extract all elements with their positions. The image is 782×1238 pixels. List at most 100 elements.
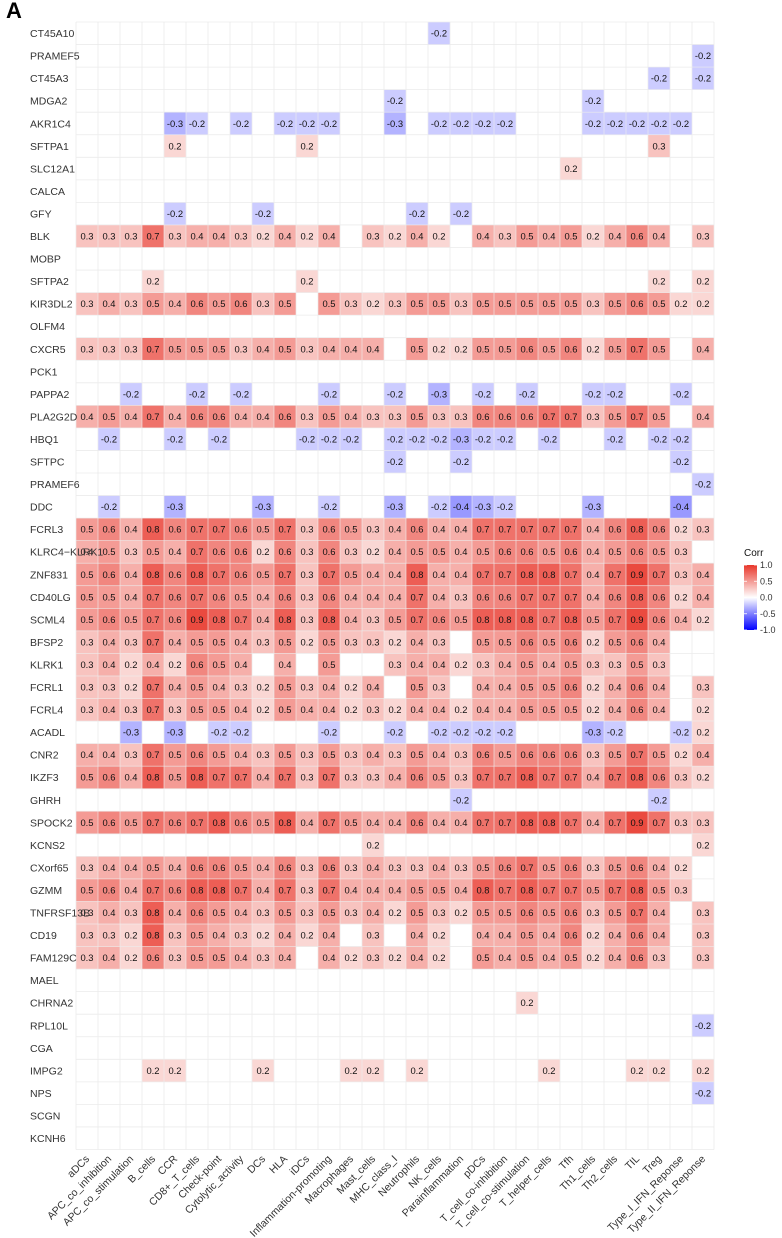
heatmap-cell — [208, 428, 230, 451]
heatmap-cell — [98, 563, 120, 586]
heatmap-cell — [450, 653, 472, 676]
cell-value-label: 0.3 — [454, 591, 467, 602]
cell-value-label: -0.4 — [673, 501, 689, 512]
heatmap-cell — [648, 135, 670, 157]
cell-value-label: 0.4 — [476, 682, 489, 693]
heatmap-cell — [252, 563, 274, 586]
cell-value-label: 0.5 — [498, 343, 511, 354]
cell-value-label: 0.4 — [168, 298, 181, 309]
column-label: HLA — [267, 1153, 290, 1176]
heatmap-cell — [164, 518, 186, 541]
cell-value-label: 0.3 — [366, 704, 379, 715]
heatmap-cell — [208, 586, 230, 608]
cell-value-label: 0.6 — [630, 704, 643, 715]
cell-value-label: 0.2 — [256, 546, 269, 557]
cell-value-label: 0.6 — [498, 411, 511, 422]
cell-value-label: 0.5 — [190, 343, 203, 354]
cell-value-label: 0.4 — [322, 343, 335, 354]
cell-value-label: 0.2 — [586, 930, 599, 941]
heatmap-cell — [692, 743, 714, 766]
heatmap-cell — [98, 292, 120, 315]
heatmap-cell — [582, 495, 604, 518]
heatmap-cell — [472, 518, 494, 541]
cell-value-label: 0.7 — [190, 817, 203, 828]
heatmap-cell — [274, 676, 296, 699]
cell-value-label: 0.3 — [80, 907, 93, 918]
heatmap-cell — [582, 89, 604, 112]
cell-value-label: 0.3 — [80, 298, 93, 309]
heatmap-cell — [208, 946, 230, 969]
cell-value-label: 0.4 — [212, 231, 225, 242]
cell-value-label: -0.3 — [475, 501, 491, 512]
heatmap-cell — [120, 721, 142, 744]
legend-tick-label: 1.0 — [760, 560, 773, 570]
heatmap-cell — [516, 901, 538, 924]
cell-value-label: 0.7 — [146, 614, 159, 625]
cell-value-label: 0.7 — [212, 569, 225, 580]
legend-tick-label: 0.0 — [760, 593, 773, 603]
heatmap-cell — [296, 879, 318, 902]
cell-value-label: 0.3 — [586, 659, 599, 670]
cell-value-label: 0.2 — [344, 1065, 357, 1076]
heatmap-cell — [252, 1059, 274, 1082]
cell-value-label: 0.5 — [168, 749, 181, 760]
heatmap-cell — [230, 698, 252, 721]
heatmap-cell — [186, 631, 208, 654]
heatmap-cell — [274, 586, 296, 608]
row-label: PCK1 — [30, 366, 58, 378]
cell-value-label: 0.3 — [674, 884, 687, 895]
cell-value-label: 0.5 — [608, 298, 621, 309]
heatmap-cell — [274, 540, 296, 563]
heatmap-cell — [186, 811, 208, 834]
heatmap-cell — [648, 428, 670, 451]
heatmap-cell — [230, 338, 252, 360]
heatmap-cell — [648, 856, 670, 879]
heatmap-cell — [274, 743, 296, 766]
heatmap-cell — [626, 586, 648, 608]
cell-value-label: 0.3 — [366, 231, 379, 242]
heatmap-cell — [274, 563, 296, 586]
heatmap-cell — [186, 563, 208, 586]
cell-value-label: 0.4 — [322, 952, 335, 963]
cell-value-label: 0.3 — [696, 817, 709, 828]
cell-value-label: 0.2 — [300, 930, 313, 941]
heatmap-cell — [340, 879, 362, 902]
heatmap-cell — [560, 811, 582, 834]
heatmap-cell — [670, 766, 692, 789]
heatmap-cell — [252, 856, 274, 879]
row-label: SPOCK2 — [30, 817, 73, 829]
heatmap-cell — [604, 946, 626, 969]
heatmap-cell — [274, 225, 296, 248]
heatmap-cell — [692, 292, 714, 315]
heatmap-cell — [406, 698, 428, 721]
cell-value-label: -0.2 — [431, 433, 447, 444]
cell-value-label: 0.9 — [190, 614, 203, 625]
heatmap-cell — [252, 292, 274, 315]
heatmap-cell — [604, 856, 626, 879]
cell-value-label: 0.2 — [388, 231, 401, 242]
cell-value-label: -0.2 — [233, 388, 249, 399]
heatmap-cell — [450, 450, 472, 473]
cell-value-label: -0.2 — [453, 794, 469, 805]
cell-value-label: 0.2 — [674, 591, 687, 602]
heatmap-cell — [494, 901, 516, 924]
cell-value-label: 0.7 — [564, 569, 577, 580]
cell-value-label: 0.5 — [234, 862, 247, 873]
heatmap-cell — [516, 991, 538, 1014]
cell-value-label: 0.6 — [476, 411, 489, 422]
cell-value-label: 0.5 — [256, 817, 269, 828]
cell-value-label: 0.7 — [498, 569, 511, 580]
heatmap-cell — [274, 338, 296, 360]
heatmap-cell — [648, 1059, 670, 1082]
heatmap-cell — [604, 383, 626, 406]
heatmap-cell — [274, 292, 296, 315]
heatmap-cell — [142, 901, 164, 924]
heatmap-cell — [472, 901, 494, 924]
cell-value-label: 0.4 — [410, 952, 423, 963]
heatmap-cell — [142, 608, 164, 631]
cell-value-label: 0.2 — [586, 231, 599, 242]
heatmap-cell — [494, 225, 516, 248]
cell-value-label: -0.2 — [651, 794, 667, 805]
cell-value-label: 0.3 — [696, 682, 709, 693]
cell-value-label: 0.5 — [542, 546, 555, 557]
